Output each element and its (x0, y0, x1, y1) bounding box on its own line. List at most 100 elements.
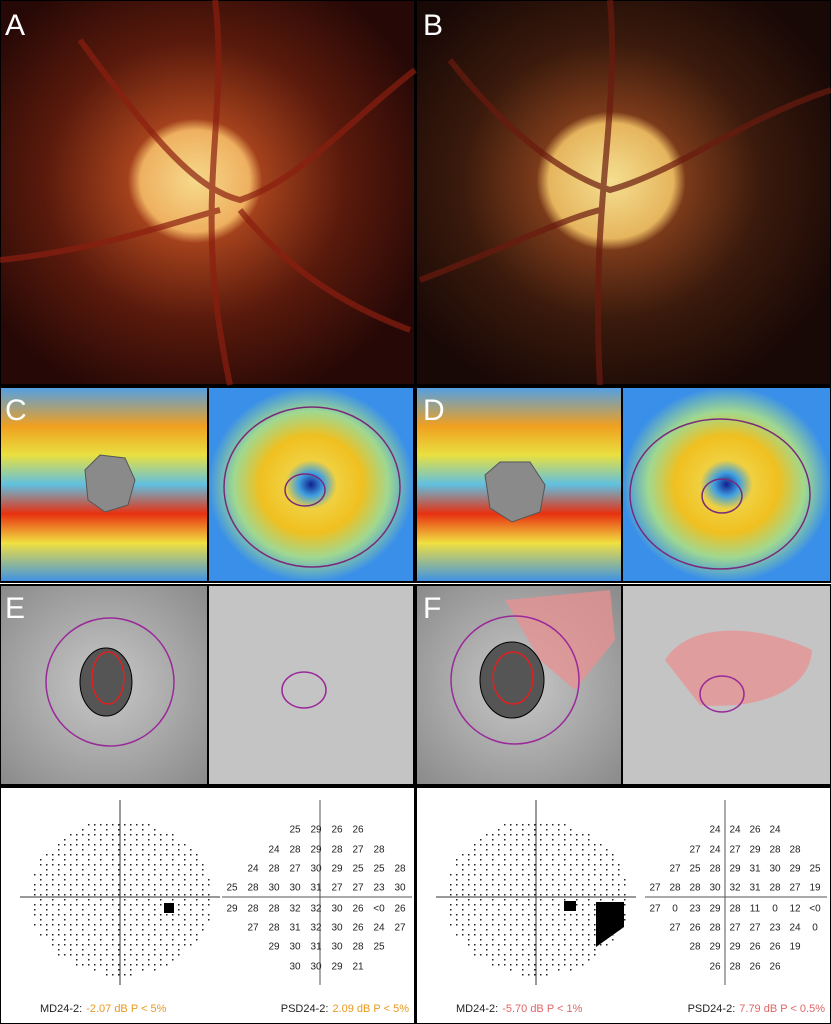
dot (528, 964, 530, 966)
dot (558, 934, 560, 936)
dot (160, 834, 162, 836)
dot (202, 889, 204, 891)
dot (178, 854, 180, 856)
dot (606, 894, 608, 896)
dot (456, 879, 458, 881)
dot (148, 839, 150, 841)
dot (480, 904, 482, 906)
dot (76, 964, 78, 966)
dot (558, 904, 560, 906)
dot (166, 849, 168, 851)
dot (600, 854, 602, 856)
dot (94, 934, 96, 936)
dot (594, 914, 596, 916)
dot (154, 829, 156, 831)
threshold-value: 29 (709, 942, 721, 953)
dot (564, 844, 566, 846)
dot (88, 834, 90, 836)
dot (124, 879, 126, 881)
dot (154, 844, 156, 846)
threshold-value: 27 (247, 923, 259, 934)
dot (184, 864, 186, 866)
dot (522, 934, 524, 936)
dot (552, 824, 554, 826)
dot (462, 869, 464, 871)
dot (94, 909, 96, 911)
dot (100, 894, 102, 896)
dot (70, 869, 72, 871)
dot (142, 964, 144, 966)
dot (510, 849, 512, 851)
dot (510, 864, 512, 866)
dot (40, 859, 42, 861)
dot (130, 849, 132, 851)
dot (118, 864, 120, 866)
dot (522, 889, 524, 891)
dot (148, 959, 150, 961)
dot (70, 914, 72, 916)
dot (534, 969, 536, 971)
dot (498, 889, 500, 891)
dot (516, 939, 518, 941)
dot (540, 964, 542, 966)
dot (136, 859, 138, 861)
dot (594, 849, 596, 851)
dot (94, 864, 96, 866)
threshold-value: 23 (373, 883, 385, 894)
dot (498, 884, 500, 886)
dot (88, 939, 90, 941)
md-label: MD24-2: (40, 1003, 82, 1015)
dot (534, 929, 536, 931)
dot (52, 854, 54, 856)
dot (498, 874, 500, 876)
threshold-value: 25 (373, 942, 385, 953)
dot (600, 859, 602, 861)
dot (576, 859, 578, 861)
dot (546, 884, 548, 886)
dot (552, 854, 554, 856)
dot (136, 844, 138, 846)
dot (172, 914, 174, 916)
dot (474, 954, 476, 956)
dot (540, 894, 542, 896)
dot (196, 879, 198, 881)
dot (546, 929, 548, 931)
dot (154, 884, 156, 886)
dot (480, 954, 482, 956)
dot (558, 829, 560, 831)
dot (492, 899, 494, 901)
dot (208, 884, 210, 886)
dot (82, 894, 84, 896)
dot (148, 859, 150, 861)
dot (196, 864, 198, 866)
threshold-value: 24 (709, 845, 721, 856)
dot (570, 949, 572, 951)
dot (208, 919, 210, 921)
dot (450, 914, 452, 916)
threshold-value: 28 (709, 923, 721, 934)
dot (52, 944, 54, 946)
dot (462, 864, 464, 866)
dot (130, 874, 132, 876)
dot (594, 844, 596, 846)
dot (576, 944, 578, 946)
threshold-value: 29 (331, 962, 343, 973)
dot (106, 894, 108, 896)
dot (522, 854, 524, 856)
dot (516, 954, 518, 956)
dot (552, 874, 554, 876)
dot (540, 824, 542, 826)
dot (540, 959, 542, 961)
dot (70, 854, 72, 856)
dot (94, 869, 96, 871)
dot (88, 934, 90, 936)
dot (522, 929, 524, 931)
dot (124, 944, 126, 946)
dot (588, 879, 590, 881)
dot (474, 914, 476, 916)
dot (148, 944, 150, 946)
threshold-value: 25 (373, 864, 385, 875)
threshold-value: 27 (331, 883, 343, 894)
dot (88, 894, 90, 896)
dot (588, 894, 590, 896)
